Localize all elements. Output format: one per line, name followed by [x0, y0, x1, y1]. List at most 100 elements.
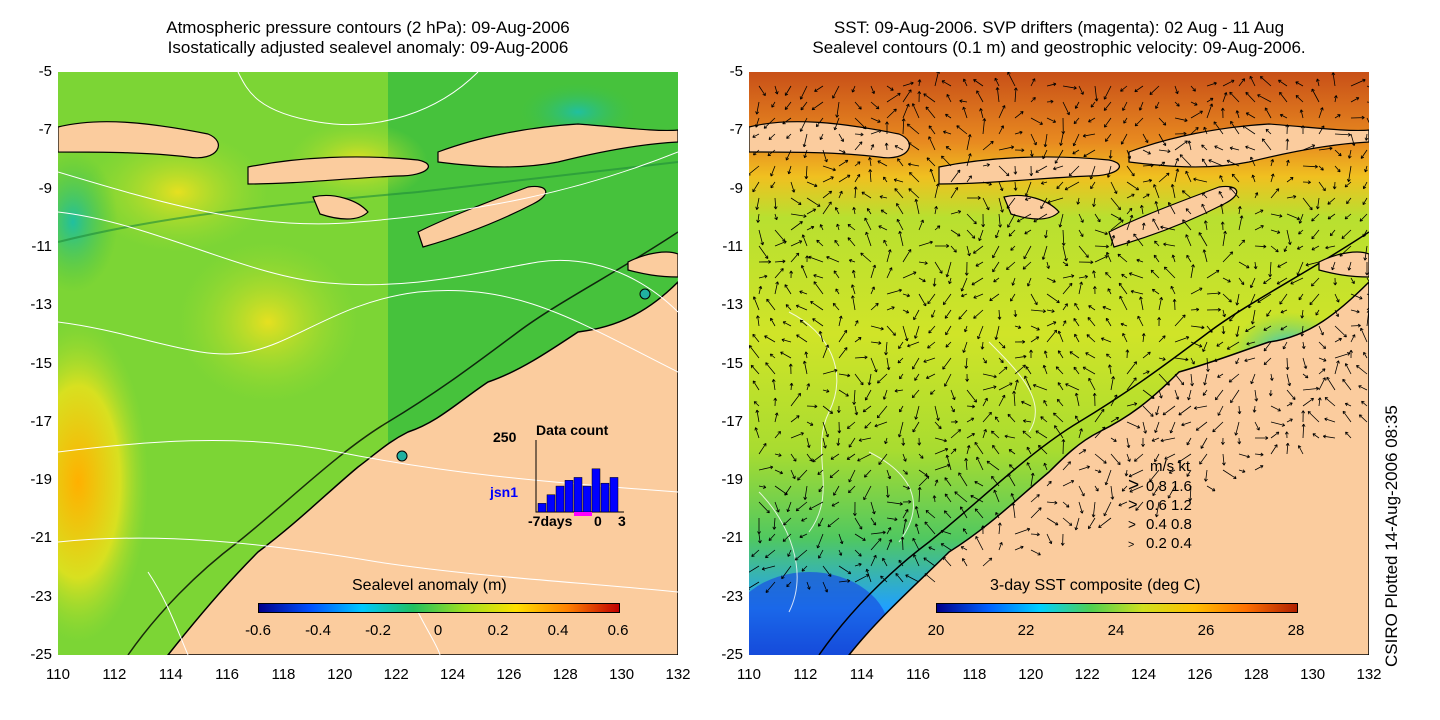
velocity-arrow — [1158, 161, 1166, 167]
velocity-arrow — [1249, 277, 1256, 289]
velocity-arrow — [865, 231, 872, 247]
velocity-arrow — [774, 431, 781, 439]
velocity-arrow — [755, 101, 760, 115]
velocity-arrow — [942, 357, 952, 370]
velocity-arrow — [1206, 325, 1213, 333]
velocity-arrow — [1324, 397, 1336, 407]
velocity-arrow — [1298, 213, 1304, 224]
velocity-arrow — [1204, 469, 1208, 482]
velocity-arrow — [838, 347, 848, 359]
velocity-arrow — [902, 325, 909, 342]
latitude-tick-label: -9 — [729, 179, 743, 197]
velocity-arrow — [1088, 117, 1096, 123]
inset-bar — [573, 477, 583, 513]
velocity-arrow — [1026, 446, 1032, 455]
velocity-arrow — [804, 165, 809, 180]
velocity-arrow — [1193, 405, 1208, 410]
velocity-arrow — [1217, 405, 1224, 416]
velocity-arrow — [852, 207, 856, 215]
velocity-arrow — [838, 190, 843, 199]
velocity-arrow — [1130, 289, 1144, 295]
velocity-arrow — [1366, 307, 1369, 311]
velocity-arrow — [1296, 245, 1304, 250]
velocity-arrow — [1149, 85, 1160, 95]
velocity-arrow — [789, 382, 794, 391]
velocity-arrow — [1362, 181, 1368, 190]
latitude-tick-label: -19 — [721, 471, 743, 489]
velocity-arrow — [1366, 117, 1369, 124]
velocity-arrow — [884, 142, 889, 151]
velocity-arrow — [1014, 364, 1026, 375]
velocity-arrow — [982, 373, 997, 379]
velocity-arrow — [1030, 133, 1037, 146]
velocity-arrow — [811, 101, 824, 111]
velocity-arrow — [806, 581, 811, 590]
velocity-arrow — [758, 85, 766, 97]
velocity-arrow — [993, 277, 1000, 283]
velocity-arrow — [941, 80, 952, 87]
velocity-arrow — [1235, 110, 1240, 119]
velocity-arrow — [1014, 148, 1025, 153]
velocity-arrow — [752, 296, 760, 311]
velocity-arrow — [808, 255, 824, 263]
velocity-arrow — [870, 117, 881, 123]
velocity-arrow — [1213, 357, 1224, 363]
left-title-line1: Atmospheric pressure contours (2 hPa): 0… — [166, 18, 570, 37]
velocity-arrow — [962, 558, 968, 567]
velocity-arrow — [964, 325, 968, 333]
inset-bar — [609, 477, 619, 513]
velocity-arrow — [1235, 293, 1240, 306]
velocity-arrow — [1030, 293, 1038, 306]
velocity-arrow — [1350, 78, 1366, 87]
velocity-arrow — [1126, 377, 1137, 391]
velocity-arrow — [1168, 469, 1176, 474]
pressure-contours — [58, 72, 678, 655]
velocity-arrow — [994, 416, 1000, 423]
velocity-arrow — [1334, 352, 1351, 359]
arrow-scale-icon: > — [1128, 496, 1138, 514]
velocity-arrow — [768, 133, 776, 140]
velocity-arrow — [950, 448, 957, 455]
velocity-arrow — [851, 85, 856, 93]
velocity-arrow — [1206, 485, 1216, 492]
velocity-arrow — [1325, 245, 1336, 250]
velocity-arrow — [1142, 389, 1155, 399]
arrow-scale-icon: > — [1128, 475, 1140, 496]
velocity-arrow — [1110, 453, 1121, 466]
velocity-arrow — [1226, 341, 1240, 350]
velocity-arrow — [924, 521, 936, 535]
velocity-arrow — [1238, 261, 1250, 269]
velocity-arrow — [1086, 334, 1096, 343]
velocity-arrow — [854, 373, 864, 386]
velocity-arrow — [882, 557, 888, 567]
velocity-arrow — [1206, 307, 1221, 312]
velocity-arrow — [1110, 219, 1124, 231]
velocity-arrow — [998, 145, 1015, 151]
longitude-tick-label: 126 — [1187, 666, 1213, 683]
velocity-arrow — [848, 469, 856, 483]
velocity-arrow — [838, 533, 844, 545]
velocity-arrow — [897, 158, 904, 167]
velocity-arrow — [1142, 178, 1153, 183]
velocity-arrow — [1286, 229, 1292, 245]
velocity-arrow — [1246, 341, 1256, 346]
velocity-arrow — [800, 264, 808, 279]
plotted-timestamp: CSIRO Plotted 14-Aug-2006 08:35 — [1382, 405, 1401, 667]
velocity-arrow — [1334, 165, 1341, 173]
velocity-arrow — [1052, 165, 1064, 171]
velocity-arrow — [1286, 213, 1301, 221]
velocity-arrow — [913, 554, 920, 567]
velocity-arrow — [1190, 127, 1199, 135]
flores-islands — [437, 123, 678, 168]
velocity-arrow — [1270, 229, 1281, 234]
velocity-arrow — [945, 454, 952, 471]
velocity-arrow — [1129, 485, 1144, 493]
velocity-arrow — [998, 357, 1004, 364]
velocity-arrow — [934, 206, 938, 215]
velocity-arrow — [1316, 78, 1320, 87]
velocity-arrow — [1206, 269, 1220, 279]
velocity-arrow — [1046, 117, 1057, 123]
velocity-arrow — [1089, 165, 1096, 180]
velocity-arrow — [816, 533, 824, 549]
velocity-arrow — [774, 281, 779, 295]
